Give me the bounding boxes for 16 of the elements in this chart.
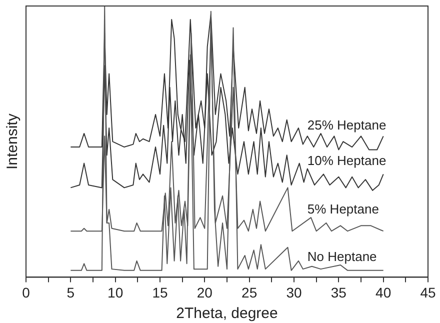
x-tick-label: 0 [22, 284, 30, 300]
x-tick-label: 35 [330, 284, 347, 300]
x-axis-title: 2Theta, degree [176, 305, 278, 322]
x-tick-label: 15 [152, 284, 168, 300]
series-label: 25% Heptane [307, 118, 386, 133]
x-tick-label: 30 [286, 284, 302, 300]
x-tick-label: 10 [108, 284, 124, 300]
x-tick-label: 5 [66, 284, 75, 300]
series-label: 5% Heptane [307, 202, 379, 217]
series-label: 10% Heptane [307, 152, 386, 168]
x-tick-label: 40 [376, 284, 392, 300]
x-tick-label: 25 [242, 284, 258, 300]
x-tick-label: 45 [420, 284, 436, 300]
x-tick-label: 20 [196, 284, 213, 300]
series-label: No Heptane [307, 249, 377, 264]
y-axis-title: Intensity [4, 113, 22, 170]
